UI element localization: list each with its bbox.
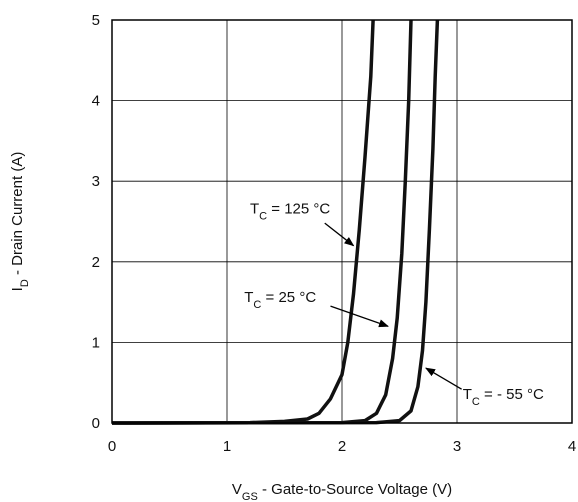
series-line-125c xyxy=(111,19,375,425)
x-tick-label: 2 xyxy=(338,438,346,455)
y-tick-label: 5 xyxy=(92,12,100,29)
series-label-minus55c-main: T xyxy=(463,386,472,403)
x-axis-label-sub: GS xyxy=(242,491,258,502)
y-tick-label: 1 xyxy=(92,334,100,351)
annotation-arrow xyxy=(324,222,355,247)
grid xyxy=(112,20,572,423)
annotation-arrow xyxy=(425,367,462,390)
x-axis-label: VGS - Gate-to-Source Voltage (V) xyxy=(232,481,452,502)
y-tick-label: 3 xyxy=(92,173,100,190)
x-tick-label: 3 xyxy=(453,438,461,455)
x-axis-label-main: V xyxy=(232,481,242,498)
series-label-125c-rest: = 125 °C xyxy=(267,200,330,217)
series-label-125c-main: T xyxy=(250,200,259,217)
annotations: TC = 125 °C TC = 25 °C TC = - 55 °C xyxy=(244,200,544,407)
series-line-minus55c xyxy=(111,19,440,425)
y-axis-ticks: 0 1 2 3 4 5 xyxy=(92,12,100,432)
series-label-25c-rest: = 25 °C xyxy=(261,289,316,306)
series-label-125c: TC = 125 °C xyxy=(250,200,330,222)
series-label-minus55c-sub: C xyxy=(472,396,480,408)
x-tick-label: 1 xyxy=(223,438,231,455)
series-label-25c-main: T xyxy=(244,289,253,306)
y-axis-label: ID - Drain Current (A) xyxy=(9,152,31,292)
plot-area xyxy=(111,19,573,425)
y-axis-label-main: I xyxy=(9,287,26,291)
annotation-arrow xyxy=(330,305,389,328)
x-axis-label-rest: - Gate-to-Source Voltage (V) xyxy=(258,481,452,498)
series-label-minus55c-rest: = - 55 °C xyxy=(480,386,544,403)
series-label-25c: TC = 25 °C xyxy=(244,289,316,311)
series-label-25c-sub: C xyxy=(253,299,261,311)
y-axis-label-rest: - Drain Current (A) xyxy=(9,152,26,280)
x-tick-label: 0 xyxy=(108,438,116,455)
y-tick-label: 2 xyxy=(92,254,100,271)
curves xyxy=(111,19,440,425)
plot-frame xyxy=(111,19,573,424)
x-tick-label: 4 xyxy=(568,438,576,455)
y-tick-label: 0 xyxy=(92,415,100,432)
series-label-minus55c: TC = - 55 °C xyxy=(463,386,544,408)
y-axis-label-sub: D xyxy=(19,279,31,287)
series-label-125c-sub: C xyxy=(259,210,267,222)
y-tick-label: 4 xyxy=(92,93,100,110)
x-axis-ticks: 0 1 2 3 4 xyxy=(108,438,576,455)
